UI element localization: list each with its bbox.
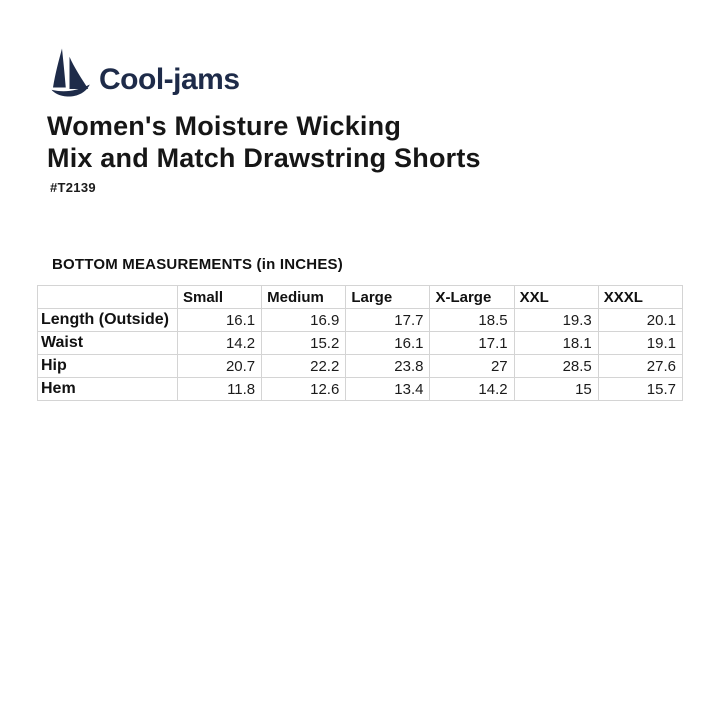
measurement-cell: 27 [429, 354, 515, 378]
measurement-cell: 20.7 [176, 354, 263, 378]
measurement-cell: 19.1 [597, 331, 684, 355]
measurement-cell: 27.6 [597, 354, 684, 378]
corner-cell [37, 285, 178, 309]
table-row: Hip 20.7 22.2 23.8 27 28.5 27.6 [37, 354, 684, 378]
row-label: Hem [37, 377, 178, 401]
measurement-cell: 17.7 [345, 308, 431, 332]
measurement-cell: 20.1 [597, 308, 684, 332]
column-header: Large [345, 285, 431, 309]
measurement-cell: 15.7 [597, 377, 684, 401]
measurement-cell: 15 [513, 377, 599, 401]
measurement-cell: 22.2 [261, 354, 347, 378]
measurement-cell: 16.1 [176, 308, 263, 332]
measurement-cell: 19.3 [513, 308, 599, 332]
measurement-cell: 28.5 [513, 354, 599, 378]
measurement-cell: 12.6 [261, 377, 347, 401]
row-label: Hip [37, 354, 178, 378]
brand-name: Cool-jams [99, 62, 240, 96]
product-title: Women's Moisture Wicking Mix and Match D… [47, 110, 481, 174]
table-row: Length (Outside) 16.1 16.9 17.7 18.5 19.3 20.1 [37, 308, 684, 332]
measurement-cell: 16.1 [345, 331, 431, 355]
sailboat-icon [50, 44, 92, 101]
column-header: XXXL [597, 285, 684, 309]
measurement-cell: 17.1 [429, 331, 515, 355]
size-chart-heading: BOTTOM MEASUREMENTS (in INCHES) [52, 256, 343, 273]
column-header: X-Large [429, 285, 515, 309]
size-chart-body: Length (Outside) 16.1 16.9 17.7 18.5 19.3 20.1… [37, 308, 684, 401]
product-title-line1: Women's Moisture Wicking [47, 111, 402, 141]
row-label: Length (Outside) [37, 308, 178, 332]
measurement-cell: 23.8 [345, 354, 431, 378]
measurement-cell: 11.8 [176, 377, 263, 401]
table-row: Hem 11.8 12.6 13.4 14.2 15 15.7 [37, 377, 684, 401]
brand-logo: Cool-jams [50, 44, 240, 101]
size-chart-header-row: Small Medium Large X-Large XXL XXXL [37, 285, 684, 309]
column-header: Medium [261, 285, 347, 309]
measurement-cell: 18.5 [429, 308, 515, 332]
column-header: XXL [513, 285, 599, 309]
table-row: Waist 14.2 15.2 16.1 17.1 18.1 19.1 [37, 331, 684, 355]
measurement-cell: 14.2 [176, 331, 263, 355]
measurement-cell: 18.1 [513, 331, 599, 355]
measurement-cell: 16.9 [261, 308, 347, 332]
product-title-line2: Mix and Match Drawstring Shorts [47, 143, 481, 173]
row-label: Waist [37, 331, 178, 355]
measurement-cell: 15.2 [261, 331, 347, 355]
size-chart-table: Small Medium Large X-Large XXL XXXL Length (O… [37, 285, 684, 401]
measurement-cell: 14.2 [429, 377, 515, 401]
column-header: Small [176, 285, 263, 309]
measurement-cell: 13.4 [345, 377, 431, 401]
product-sku: #T2139 [50, 180, 96, 195]
